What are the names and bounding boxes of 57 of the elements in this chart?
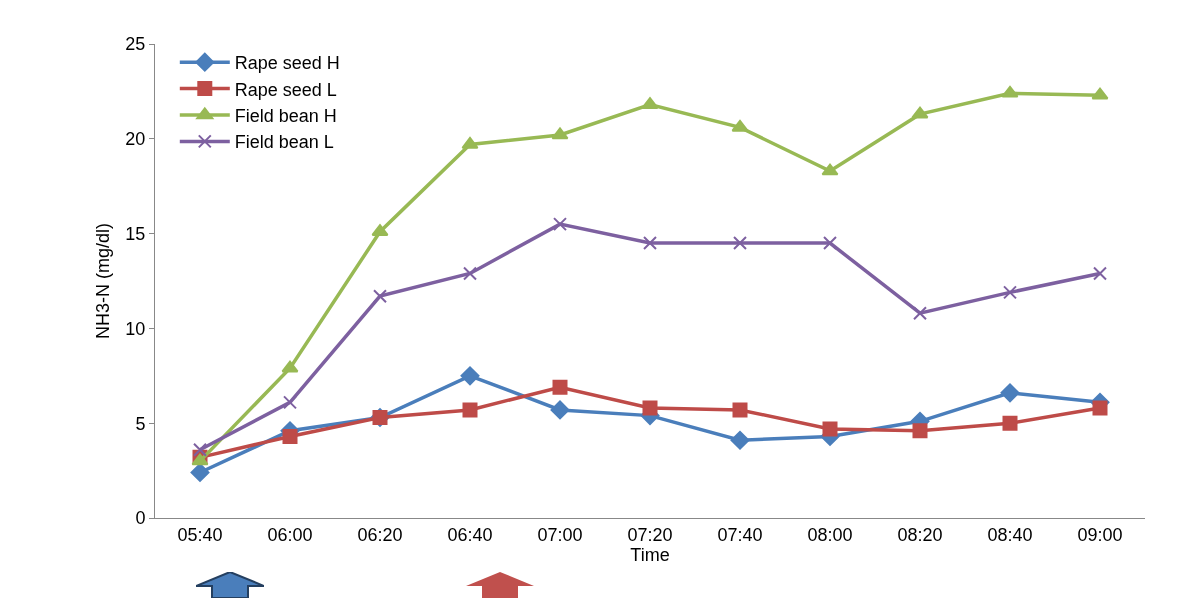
point xyxy=(1003,285,1017,300)
point xyxy=(730,430,750,450)
x-tick-label: 05:40 xyxy=(177,524,223,545)
point xyxy=(732,402,748,418)
x-tick-label: 06:20 xyxy=(357,524,403,545)
point xyxy=(1002,415,1018,431)
point xyxy=(1001,85,1019,98)
y-tick-label: 20 xyxy=(125,129,146,150)
legend-label: Rape seed H xyxy=(234,53,340,74)
point xyxy=(283,395,297,410)
point xyxy=(822,421,838,437)
point xyxy=(553,217,567,232)
y-tick-label: 5 xyxy=(135,413,146,434)
x-tick-label: 06:00 xyxy=(267,524,313,545)
point xyxy=(373,289,387,304)
point xyxy=(190,463,210,482)
point xyxy=(193,442,207,457)
x-tick-label: 09:00 xyxy=(1077,524,1123,545)
x-tick-label: 08:00 xyxy=(807,524,853,545)
legend-label: Rape seed L xyxy=(234,79,337,100)
point xyxy=(461,136,479,149)
point xyxy=(282,428,298,444)
point xyxy=(552,379,568,395)
point xyxy=(551,127,569,140)
point xyxy=(460,366,480,386)
x-tick-label: 08:40 xyxy=(987,524,1033,545)
y-tick-label: 0 xyxy=(135,508,146,529)
point xyxy=(1000,383,1020,403)
x-axis-title: Time xyxy=(630,544,670,565)
point xyxy=(1093,266,1107,281)
point xyxy=(731,119,749,132)
y-axis-title: NH3-N (mg/dl) xyxy=(93,222,113,340)
x-tick-label: 07:00 xyxy=(537,524,583,545)
point xyxy=(911,106,929,119)
point xyxy=(643,236,657,251)
x-tick-label: 07:20 xyxy=(627,524,673,545)
point xyxy=(912,423,928,439)
point xyxy=(823,236,837,251)
x-tick-label: 08:20 xyxy=(897,524,943,545)
legend-label: Field bean H xyxy=(234,106,337,127)
y-tick-label: 15 xyxy=(125,223,146,244)
point xyxy=(642,400,658,416)
y-tick-label: 10 xyxy=(125,318,146,339)
point xyxy=(1091,87,1109,100)
point xyxy=(913,306,927,321)
legend-label: Field bean L xyxy=(234,132,334,153)
point xyxy=(550,400,570,420)
point xyxy=(462,402,478,418)
point xyxy=(821,163,839,176)
point xyxy=(281,360,299,373)
point xyxy=(191,453,209,466)
x-tick-label: 06:40 xyxy=(447,524,493,545)
y-tick-label: 25 xyxy=(125,34,146,55)
point xyxy=(733,236,747,251)
point xyxy=(463,266,477,281)
point xyxy=(1092,400,1108,416)
x-tick-label: 07:40 xyxy=(717,524,763,545)
